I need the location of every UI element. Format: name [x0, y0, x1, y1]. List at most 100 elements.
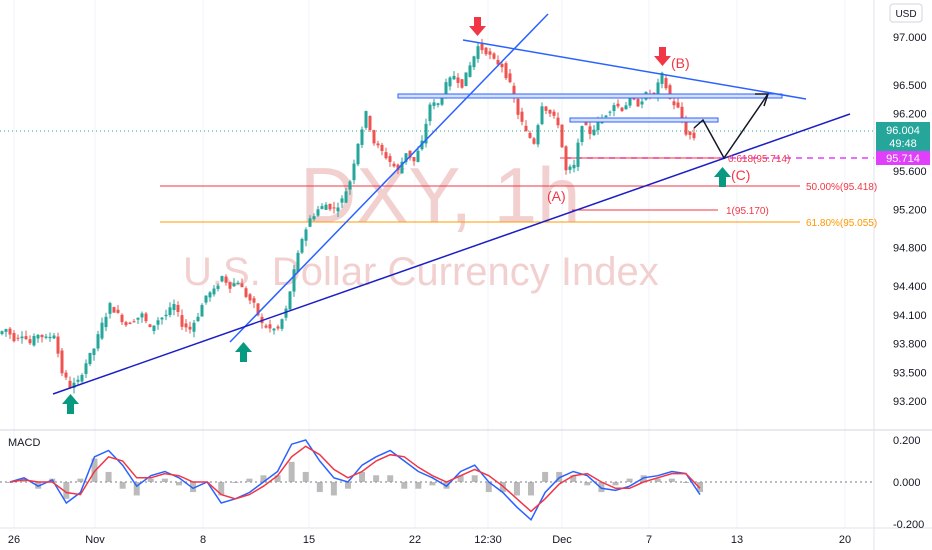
macd-hist-bar [246, 478, 253, 482]
candle-body [232, 283, 236, 287]
candle-body [4, 329, 8, 332]
candle-body [104, 316, 108, 328]
projection-arrowhead [755, 93, 770, 107]
candle-body [300, 239, 304, 253]
candle-body [564, 146, 568, 171]
price-tick: 95.600 [893, 166, 927, 178]
candle-body [392, 163, 396, 167]
candle-body [596, 121, 600, 131]
candle-body [580, 126, 584, 143]
macd-line [9, 439, 701, 522]
candle-body [468, 65, 472, 77]
candle-body [48, 336, 52, 339]
candle-body [688, 131, 692, 135]
macd-hist-bar [612, 482, 619, 486]
candle-body [536, 125, 540, 145]
candle-body [140, 313, 144, 318]
candle-body [272, 328, 276, 331]
arrow-down-b [654, 47, 671, 66]
macd-hist-bar [387, 475, 394, 482]
macd-hist-bar [119, 482, 126, 489]
macd-hist-bar [147, 478, 154, 482]
candle-body [376, 143, 380, 146]
macd-hist-bar [429, 482, 436, 486]
macd-signal-line [9, 445, 701, 513]
fib-618-label: 0.618(95.714) [728, 154, 790, 165]
candle-body [12, 333, 16, 342]
currency-button[interactable]: USD [889, 3, 923, 23]
macd-hist-bar [626, 478, 633, 482]
candle-body [124, 322, 128, 326]
arrow-up-2 [235, 342, 252, 362]
candle-body [160, 317, 164, 320]
macd-histogram [7, 458, 703, 499]
candle-body [148, 324, 152, 327]
candle-body [336, 207, 340, 212]
candle-body [568, 166, 572, 170]
candle-body [44, 336, 48, 338]
candle-body [488, 51, 492, 55]
macd-hist-bar [190, 482, 197, 493]
macd-hist-bar [260, 475, 267, 482]
macd-hist-bar [697, 482, 703, 493]
macd-hist-bar [7, 482, 13, 483]
currency-label: USD [895, 9, 916, 20]
candle-body [496, 59, 500, 65]
candle-body [584, 120, 588, 126]
candle-body [120, 314, 124, 323]
macd-hist-bar [668, 478, 675, 482]
candle-body [156, 320, 160, 325]
candle-body [304, 229, 308, 241]
macd-hist-bar [77, 478, 84, 482]
candle-body [96, 334, 100, 349]
candle-body [492, 53, 496, 59]
candle-body [404, 153, 408, 163]
macd-hist-bar [63, 482, 70, 499]
candle-body [416, 150, 420, 162]
candle-body [332, 207, 336, 209]
candle-body [504, 63, 508, 79]
candle-body [296, 252, 300, 272]
price-tick: 93.800 [893, 339, 927, 351]
time-tick: 13 [731, 534, 743, 546]
trendline-steep [229, 13, 549, 343]
candle-body [556, 117, 560, 126]
candle-body [256, 303, 260, 316]
candle-body [624, 105, 628, 110]
macd-hist-bar [105, 471, 112, 482]
time-tick: 7 [646, 534, 652, 546]
last-price-value: 96.004 [886, 125, 920, 137]
macd-hist-bar [175, 482, 182, 486]
fib-50-label: 50.00%(95.418) [806, 182, 877, 193]
candle-body [0, 331, 4, 335]
price-axis: 97.000 96.500 96.200 95.600 95.200 94.800 94.4… [893, 32, 927, 408]
time-tick: 22 [409, 534, 421, 546]
time-tick: 26 [8, 534, 20, 546]
candle-body [52, 335, 56, 339]
candle-body [444, 82, 448, 98]
candle-body [532, 138, 536, 144]
level-badge-value: 95.714 [886, 153, 920, 165]
candle-body [640, 101, 644, 105]
candle-body [436, 103, 440, 105]
price-tick: 93.500 [893, 367, 927, 379]
candle-body [236, 282, 240, 285]
candle-body [60, 350, 64, 374]
candle-body [184, 323, 188, 328]
macd-hist-bar [288, 461, 295, 482]
candle-body [548, 109, 552, 114]
macd-axis: 0.200 0.000 -0.200 [893, 435, 924, 531]
candle-body [220, 276, 224, 282]
last-price-badge: 96.004 49:48 [876, 122, 930, 151]
candle-body [228, 282, 232, 289]
candle-body [520, 111, 524, 122]
price-tick: 97.000 [893, 32, 927, 44]
candle-body [664, 78, 668, 89]
candle-body [408, 150, 412, 158]
candle-body [372, 130, 376, 144]
candle-body [72, 382, 76, 388]
candle-body [152, 325, 156, 331]
macd-hist-bar [232, 482, 239, 483]
candle-body [684, 120, 688, 135]
